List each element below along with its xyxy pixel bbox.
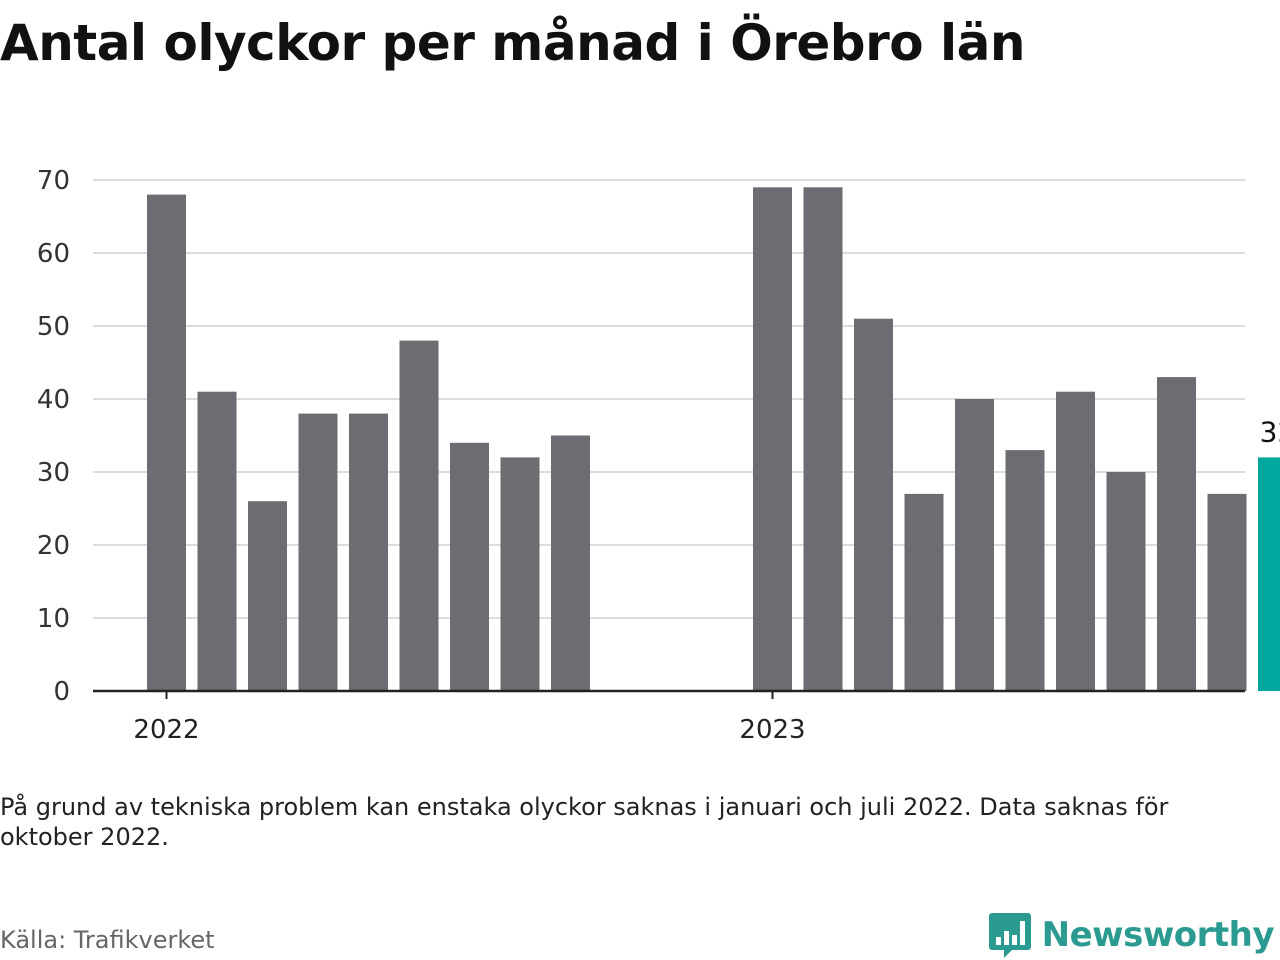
brand-name: Newsworthy: [1041, 915, 1275, 955]
y-tick-label: 30: [37, 458, 70, 488]
source-label: Källa: Trafikverket: [0, 926, 215, 954]
bar-2022-03: [248, 501, 287, 691]
bar-2023-04: [904, 493, 944, 691]
bar-2023-11: [1258, 457, 1280, 691]
bar-2023-09: [1157, 377, 1196, 691]
bar-2022-05: [349, 413, 388, 691]
bar-2023-10: [1207, 493, 1247, 691]
labels: 0 10 20 30 40 50 60 70 2022 2023 32: [37, 166, 1280, 745]
bar-2023-03: [854, 318, 893, 691]
bar-2023-05: [955, 399, 994, 691]
x-tick-label: 2022: [133, 715, 199, 745]
y-tick-label: 0: [53, 677, 70, 707]
bar-2023-06: [1005, 450, 1045, 691]
y-tick-label: 60: [37, 239, 70, 269]
bar-2023-02: [803, 187, 843, 692]
newsworthy-brand[interactable]: Newsworthy: [988, 910, 1275, 960]
y-tick-label: 40: [37, 385, 70, 415]
bar-2022-07: [450, 442, 489, 691]
newsworthy-logo-icon: [988, 913, 1031, 958]
bar-chart: 0 10 20 30 40 50 60 70 2022 2023 32: [37, 166, 1280, 745]
bar-2023-01: [753, 187, 792, 692]
chart-note: På grund av tekniska problem kan enstaka…: [0, 793, 1169, 851]
y-tick-label: 10: [37, 604, 70, 634]
axes: [93, 689, 1245, 699]
y-tick-label: 20: [37, 531, 70, 561]
bar-2022-02: [197, 391, 237, 691]
chart-title: Antal olyckor per månad i Örebro län: [0, 14, 1025, 72]
bar-2022-08: [500, 457, 540, 691]
y-tick-label: 50: [37, 312, 70, 342]
bar-2022-04: [298, 413, 338, 691]
bar-2022-01: [147, 194, 186, 691]
bars: [147, 187, 1280, 692]
bar-2022-09: [551, 435, 590, 691]
bar-2023-07: [1056, 391, 1095, 691]
bar-2023-08: [1106, 472, 1146, 691]
bar-2022-06: [399, 340, 439, 691]
data-label: 32: [1260, 415, 1280, 448]
y-tick-label: 70: [37, 166, 70, 196]
x-tick-label: 2023: [739, 715, 805, 745]
